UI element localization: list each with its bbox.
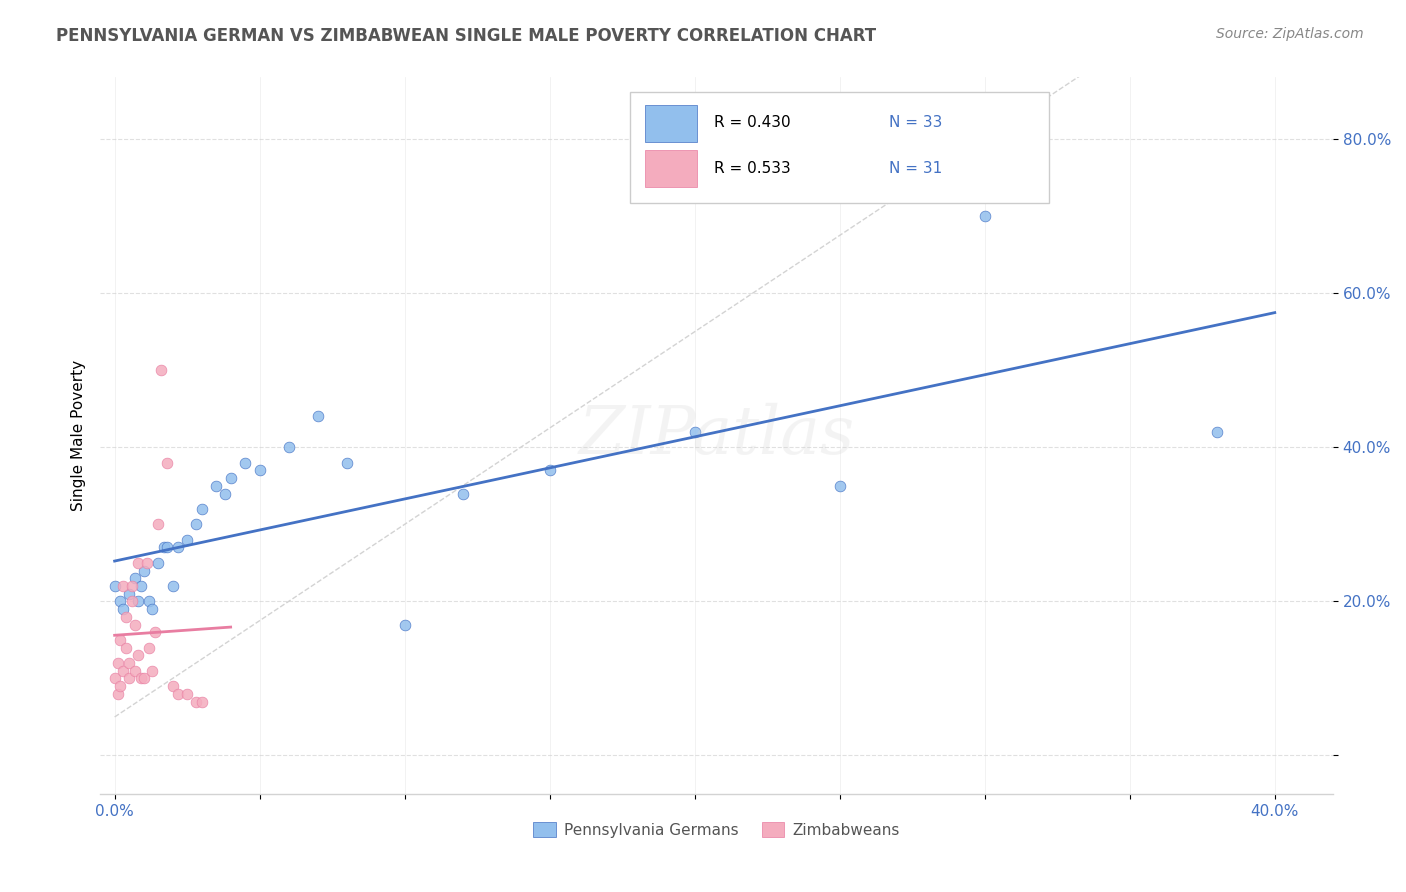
Point [162,679,184,693]
Point [115,609,138,624]
Point [141,664,163,678]
Point [219,471,242,485]
Point [118,656,141,670]
Point [104,672,127,686]
Point [132,672,155,686]
Point [138,640,160,655]
Point [1205,425,1227,439]
Point [121,594,143,608]
Point [127,594,149,608]
Point [683,425,706,439]
Point [132,564,155,578]
Point [124,571,146,585]
Point [156,456,179,470]
Y-axis label: Single Male Poverty: Single Male Poverty [72,360,86,511]
Point [205,479,228,493]
Point [143,625,166,640]
Point [249,463,271,477]
Point [184,694,207,708]
Legend: Pennsylvania Germans, Zimbabweans: Pennsylvania Germans, Zimbabweans [527,815,905,844]
Point [141,602,163,616]
Point [394,617,416,632]
Point [214,486,236,500]
Bar [645,150,697,187]
Point [110,632,132,647]
FancyBboxPatch shape [630,92,1049,202]
Point [233,456,256,470]
Point [121,579,143,593]
Point [127,556,149,570]
Point [190,502,212,516]
Point [107,656,129,670]
Text: N = 33: N = 33 [889,115,942,130]
Point [162,579,184,593]
Point [112,664,135,678]
Point [176,533,198,547]
Point [129,672,152,686]
Point [118,587,141,601]
Point [190,694,212,708]
Point [150,363,173,377]
Point [115,640,138,655]
Point [110,679,132,693]
Point [129,579,152,593]
Point [277,440,299,454]
Point [146,556,169,570]
Point [336,456,359,470]
Point [451,486,474,500]
Text: ZIPatlas: ZIPatlas [578,403,855,468]
Point [124,664,146,678]
Point [124,617,146,632]
Point [538,463,561,477]
Text: R = 0.430: R = 0.430 [714,115,790,130]
Text: N = 31: N = 31 [889,161,942,176]
Point [135,556,157,570]
Text: R = 0.533: R = 0.533 [714,161,790,176]
Point [127,648,149,663]
Point [112,579,135,593]
Text: PENNSYLVANIA GERMAN VS ZIMBABWEAN SINGLE MALE POVERTY CORRELATION CHART: PENNSYLVANIA GERMAN VS ZIMBABWEAN SINGLE… [56,27,876,45]
Point [156,541,179,555]
Point [104,579,127,593]
Point [112,602,135,616]
Bar [645,104,697,142]
Point [184,517,207,532]
Text: Source: ZipAtlas.com: Source: ZipAtlas.com [1216,27,1364,41]
Point [146,517,169,532]
Point [828,479,851,493]
Point [110,594,132,608]
Point [307,409,329,424]
Point [167,541,190,555]
Point [118,672,141,686]
Point [107,687,129,701]
Point [138,594,160,608]
Point [176,687,198,701]
Point [153,541,176,555]
Point [167,687,190,701]
Point [973,209,995,223]
